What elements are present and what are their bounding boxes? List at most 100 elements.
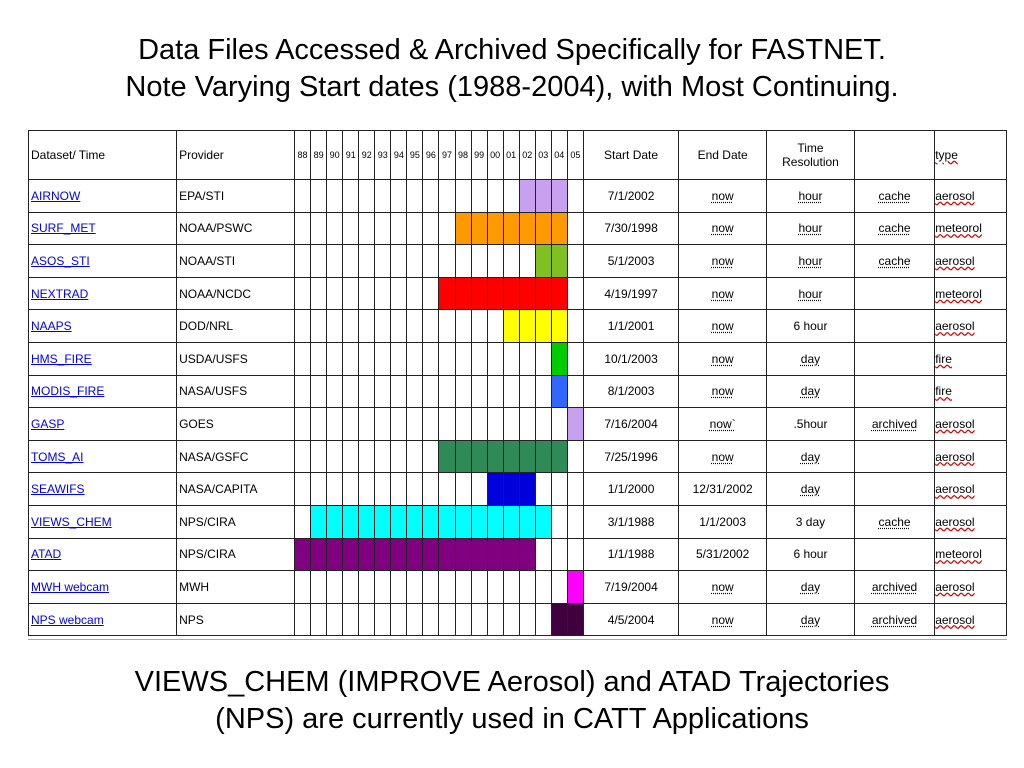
- start-date-cell: 7/16/2004: [582, 407, 680, 441]
- timeline-cell: [486, 341, 504, 376]
- provider-cell: NASA/GSFC: [176, 439, 296, 474]
- resolution-value: day: [800, 449, 821, 464]
- storage-value: cache: [878, 221, 911, 236]
- provider-cell: NPS: [176, 602, 296, 637]
- header-resolution-line-1: Time: [797, 141, 824, 155]
- timeline-cell: [310, 211, 328, 246]
- dataset-link[interactable]: SURF_MET: [31, 221, 96, 236]
- resolution-value: 6 hour: [793, 319, 828, 334]
- header-year: 01: [502, 130, 520, 180]
- timeline-cell: [390, 276, 408, 311]
- type-cell: meteorol: [934, 537, 1007, 572]
- storage-cell: [853, 276, 936, 311]
- dataset-link[interactable]: NAAPS: [31, 319, 72, 334]
- dataset-link[interactable]: AIRNOW: [31, 188, 81, 203]
- timeline-bar-cell: [502, 439, 520, 474]
- resolution-cell: hour: [766, 276, 855, 311]
- timeline-cell: [534, 570, 552, 604]
- table-row: MODIS_FIRE NASA/USFS 8/1/2003 now day fire: [27, 374, 1007, 409]
- start-date-cell: 4/19/1997: [582, 276, 680, 311]
- type-cell: aerosol: [934, 602, 1007, 637]
- timeline-cell: [454, 179, 472, 213]
- dataset-link[interactable]: VIEWS_CHEM: [31, 514, 112, 529]
- timeline-cell: [438, 602, 456, 637]
- dataset-link[interactable]: NEXTRAD: [31, 286, 89, 301]
- dataset-link[interactable]: TOMS_AI: [31, 449, 84, 464]
- timeline-cell: [294, 244, 312, 278]
- provider-cell: EPA/STI: [176, 179, 296, 213]
- timeline-cell: [374, 602, 392, 637]
- dataset-cell: ASOS_STI: [27, 244, 178, 278]
- timeline-cell: [358, 341, 376, 376]
- type-value: fire: [935, 384, 952, 399]
- timeline-cell: [438, 179, 456, 213]
- timeline-cell: [518, 341, 536, 376]
- resolution-cell: hour: [766, 179, 855, 213]
- timeline-cell: [390, 439, 408, 474]
- timeline-cell: [294, 570, 312, 604]
- header-year: 92: [358, 130, 376, 180]
- dataset-link[interactable]: SEAWIFS: [31, 482, 85, 497]
- timeline-cell: [294, 472, 312, 506]
- dataset-link[interactable]: ATAD: [31, 547, 62, 562]
- header-start-date: Start Date: [582, 130, 680, 180]
- timeline-cell: [486, 309, 504, 343]
- table-row: MWH webcam MWH 7/19/2004 now day archived aero…: [27, 570, 1007, 604]
- timeline-bar-cell: [566, 407, 584, 441]
- table-bottom-edge: [28, 639, 1007, 643]
- timeline-cell: [342, 439, 360, 474]
- timeline-cell: [326, 211, 344, 246]
- dataset-link[interactable]: NPS webcam: [31, 612, 104, 627]
- provider-cell: USDA/USFS: [176, 341, 296, 376]
- timeline-bar-cell: [518, 472, 536, 506]
- dataset-cell: NEXTRAD: [27, 276, 178, 311]
- timeline-cell: [518, 602, 536, 637]
- table-row: NPS webcam NPS 4/5/2004 now day archived aeros…: [27, 602, 1007, 637]
- timeline-cell: [438, 244, 456, 278]
- timeline-bar-cell: [342, 504, 360, 539]
- timeline-cell: [422, 276, 440, 311]
- timeline-cell: [406, 211, 424, 246]
- end-date-cell: now: [678, 602, 768, 637]
- provider-cell: NPS/CIRA: [176, 537, 296, 572]
- timeline-bar-cell: [390, 504, 408, 539]
- timeline-cell: [326, 309, 344, 343]
- header-year: 97: [438, 130, 456, 180]
- dataset-link[interactable]: HMS_FIRE: [31, 351, 92, 366]
- header-type-label: type: [935, 148, 958, 162]
- dataset-link[interactable]: MODIS_FIRE: [31, 384, 105, 399]
- resolution-cell: 6 hour: [766, 537, 855, 572]
- timeline-cell: [358, 472, 376, 506]
- footer-line-1: VIEWS_CHEM (IMPROVE Aerosol) and ATAD Tr…: [134, 666, 890, 698]
- dataset-link[interactable]: MWH webcam: [31, 579, 110, 594]
- timeline-cell: [294, 374, 312, 409]
- timeline-cell: [566, 472, 584, 506]
- timeline-cell: [406, 276, 424, 311]
- timeline-cell: [518, 570, 536, 604]
- type-value: meteorol: [935, 547, 982, 562]
- timeline-cell: [342, 570, 360, 604]
- timeline-cell: [310, 570, 328, 604]
- timeline-cell: [470, 341, 488, 376]
- dataset-link[interactable]: ASOS_STI: [31, 253, 90, 268]
- timeline-cell: [550, 537, 568, 572]
- timeline-cell: [518, 407, 536, 441]
- end-date-cell: 1/1/2003: [678, 504, 768, 539]
- end-date-cell: now: [678, 341, 768, 376]
- timeline-bar-cell: [310, 537, 328, 572]
- end-date-value: 12/31/2002: [692, 482, 753, 497]
- start-date-cell: 7/1/2002: [582, 179, 680, 213]
- table-row: AIRNOW EPA/STI 7/1/2002 now hour cache aerosol: [27, 179, 1007, 213]
- timeline-bar-cell: [390, 537, 408, 572]
- timeline-bar-cell: [518, 309, 536, 343]
- dataset-timeline-table: Dataset/ Time Provider 88 89 90 91 92 93 94 95 96 9…: [27, 130, 1007, 640]
- title-line-2: Note Varying Start dates (1988-2004), wi…: [125, 71, 899, 103]
- timeline-cell: [326, 341, 344, 376]
- timeline-cell: [422, 179, 440, 213]
- timeline-bar-cell: [550, 374, 568, 409]
- timeline-cell: [406, 472, 424, 506]
- provider-cell: NOAA/PSWC: [176, 211, 296, 246]
- timeline-bar-cell: [534, 504, 552, 539]
- header-resolution-line-2: Resolution: [782, 155, 839, 169]
- dataset-link[interactable]: GASP: [31, 416, 65, 431]
